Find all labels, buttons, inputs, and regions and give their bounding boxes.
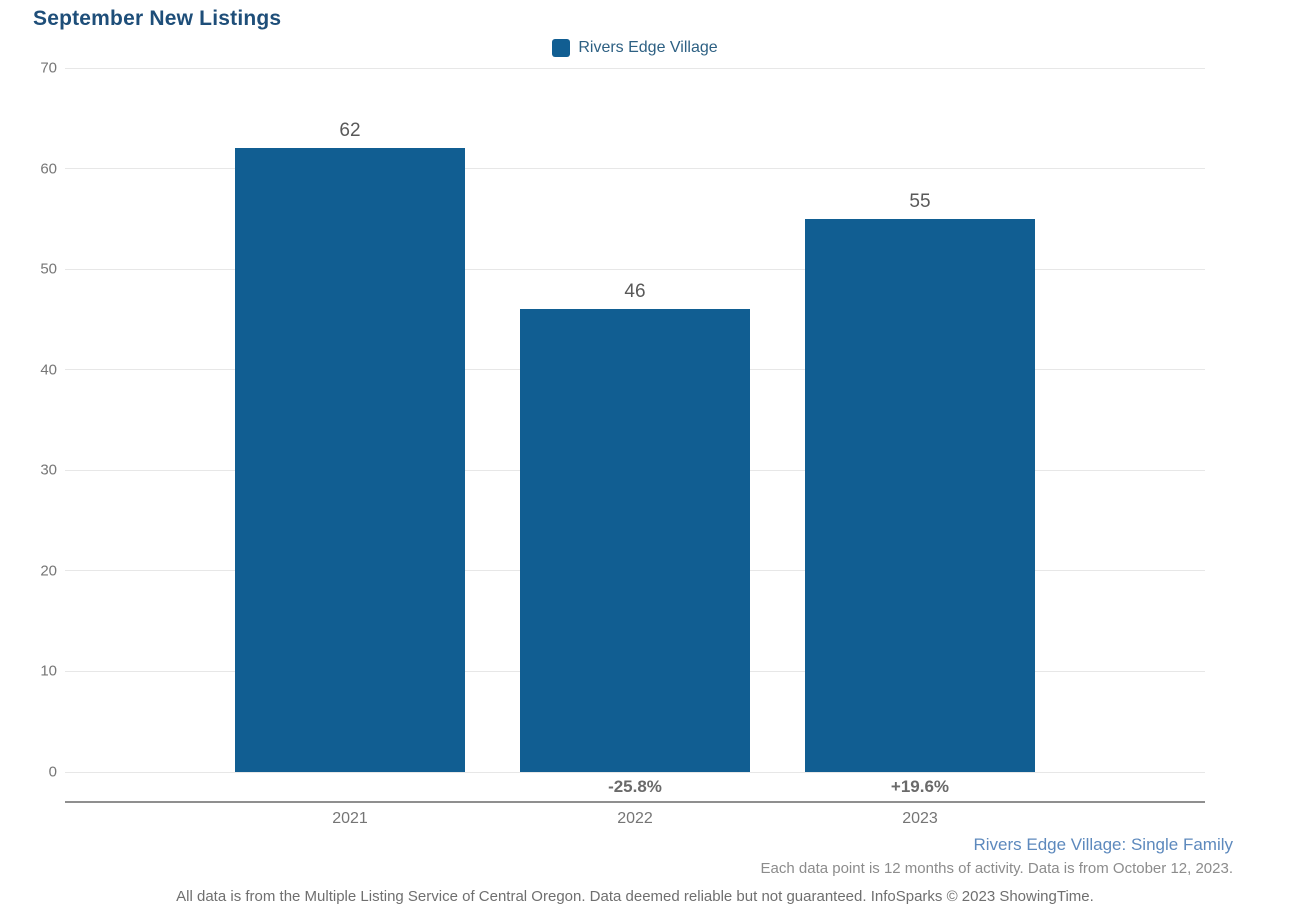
gridline — [65, 268, 1205, 270]
gridline — [65, 168, 1205, 170]
bar-value-label: 46 — [624, 281, 646, 303]
bar-value-label: 55 — [909, 190, 931, 212]
x-axis-line — [65, 801, 1205, 803]
gridline — [65, 67, 1205, 69]
x-tick-label: 2022 — [617, 810, 653, 827]
chart-title: September New Listings — [33, 7, 282, 30]
footer-disclaimer: All data is from the Multiple Listing Se… — [176, 888, 1094, 905]
y-tick-label: 10 — [40, 662, 57, 680]
footer-series-note: Rivers Edge Village: Single Family — [973, 835, 1233, 854]
y-tick-label: 30 — [40, 461, 57, 479]
legend-label: Rivers Edge Village — [578, 39, 718, 56]
bar-2022[interactable] — [520, 309, 750, 772]
y-tick-label: 70 — [40, 59, 57, 77]
y-tick-label: 0 — [48, 763, 57, 781]
gridline — [65, 771, 1205, 773]
pct-change-label: -25.8% — [608, 777, 662, 796]
y-tick-label: 20 — [40, 562, 57, 580]
y-tick-label: 50 — [40, 260, 57, 278]
legend-item[interactable]: Rivers Edge Village — [65, 38, 1205, 58]
legend-swatch-icon — [552, 39, 571, 57]
bar-value-label: 62 — [339, 120, 361, 142]
bar-2021[interactable] — [235, 148, 465, 772]
pct-change-label: +19.6% — [890, 777, 950, 796]
footer-data-note: Each data point is 12 months of activity… — [760, 860, 1233, 877]
bar-2023[interactable] — [805, 218, 1035, 772]
y-tick-label: 40 — [40, 361, 57, 379]
plot-area: 62 46 55 — [65, 67, 1205, 773]
y-tick-label: 60 — [40, 160, 57, 178]
x-tick-label: 2021 — [332, 810, 368, 827]
x-tick-label: 2023 — [902, 810, 938, 827]
